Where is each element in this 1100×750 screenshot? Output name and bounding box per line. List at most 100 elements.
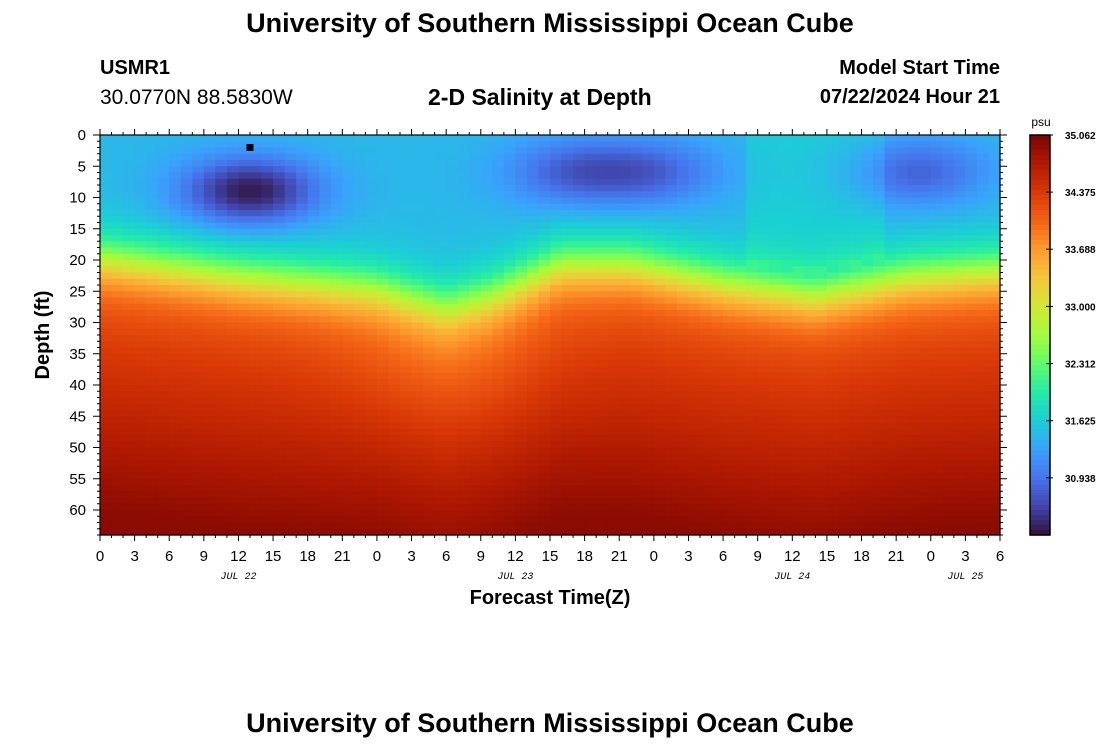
heat-cell (884, 228, 897, 236)
heat-cell (607, 291, 620, 299)
heat-cell (711, 416, 724, 424)
heat-cell (919, 235, 932, 242)
heat-cell (942, 491, 955, 499)
heat-cell (376, 235, 390, 242)
heat-cell (284, 178, 297, 186)
heat-cell (492, 310, 505, 317)
heat-cell (965, 141, 978, 149)
heat-cell (826, 297, 840, 305)
heat-cell (942, 203, 955, 211)
heat-cell (780, 522, 793, 530)
heat-cell (769, 291, 782, 299)
heat-cell (607, 403, 620, 411)
heat-cell (803, 316, 816, 324)
heat-cell (561, 160, 574, 167)
heat-cell (423, 466, 436, 474)
heat-cell (192, 372, 205, 380)
heat-cell (953, 228, 966, 236)
heat-cell (653, 497, 666, 505)
heat-cell (307, 135, 320, 142)
heat-cell (873, 185, 886, 192)
heat-cell (757, 166, 770, 174)
heat-cell (134, 503, 147, 511)
heat-cell (261, 147, 274, 155)
heat-cell (676, 360, 690, 367)
heat-cell (238, 447, 251, 455)
heat-cell (642, 141, 655, 149)
heat-cell (111, 172, 124, 180)
heat-cell (146, 360, 159, 367)
heat-cell (550, 141, 563, 149)
heat-cell (584, 166, 597, 174)
heat-cell (469, 185, 482, 192)
heat-cell (873, 141, 886, 149)
heat-cell (792, 178, 805, 186)
heat-cell (838, 516, 851, 524)
heat-cell (307, 185, 320, 192)
heat-cell (550, 153, 563, 161)
heat-cell (169, 341, 182, 349)
heat-cell (653, 453, 666, 461)
heat-cell (434, 385, 447, 392)
heat-cell (573, 291, 586, 299)
heat-cell (515, 397, 528, 405)
heat-cell (688, 316, 701, 324)
heat-cell (930, 310, 943, 317)
heat-cell (342, 441, 355, 449)
heat-cell (803, 528, 816, 536)
heat-cell (146, 485, 159, 492)
heat-cell (688, 310, 701, 317)
heat-cell (873, 203, 886, 211)
heat-cell (965, 391, 978, 399)
heat-cell (815, 216, 828, 224)
heat-cell (769, 491, 782, 499)
heat-cell (653, 297, 666, 305)
heat-cell (700, 178, 713, 186)
heat-cell (723, 391, 736, 399)
heat-cell (942, 528, 955, 536)
heat-cell (769, 441, 782, 449)
heat-cell (319, 453, 332, 461)
heat-cell (180, 516, 193, 524)
heat-cell (861, 178, 874, 186)
heat-cell (342, 147, 355, 155)
heat-cell (919, 222, 932, 230)
heat-cell (146, 322, 159, 330)
heat-cell (757, 172, 770, 180)
heat-cell (353, 497, 366, 505)
heat-cell (965, 353, 978, 361)
heat-cell (111, 241, 124, 249)
heat-cell (353, 222, 366, 230)
heat-cell (123, 491, 136, 499)
heat-cell (400, 416, 413, 424)
heat-cell (596, 347, 609, 355)
heat-cell (734, 497, 747, 505)
heat-cell (584, 341, 597, 349)
heat-cell (411, 453, 424, 461)
heat-cell (319, 503, 332, 511)
heat-cell (457, 485, 470, 492)
heat-cell (873, 428, 886, 436)
heat-cell (757, 453, 770, 461)
heat-cell (861, 172, 874, 180)
heat-cell (838, 316, 851, 324)
heat-cell (607, 503, 620, 511)
heat-cell (919, 391, 932, 399)
heat-cell (757, 328, 770, 336)
heat-cell (573, 241, 586, 249)
heat-cell (423, 203, 436, 211)
heat-cell (203, 466, 216, 474)
heat-cell (930, 478, 943, 486)
heat-cell (446, 166, 459, 174)
heat-cell (526, 453, 540, 461)
heat-cell (423, 316, 436, 324)
heat-cell (503, 247, 516, 255)
heat-cell (619, 185, 632, 192)
heat-cell (838, 528, 851, 536)
heat-cell (123, 335, 136, 342)
heat-cell (400, 516, 413, 524)
heat-cell (203, 197, 216, 205)
heat-cell (596, 222, 609, 230)
heat-cell (353, 297, 366, 305)
heat-cell (976, 203, 990, 211)
